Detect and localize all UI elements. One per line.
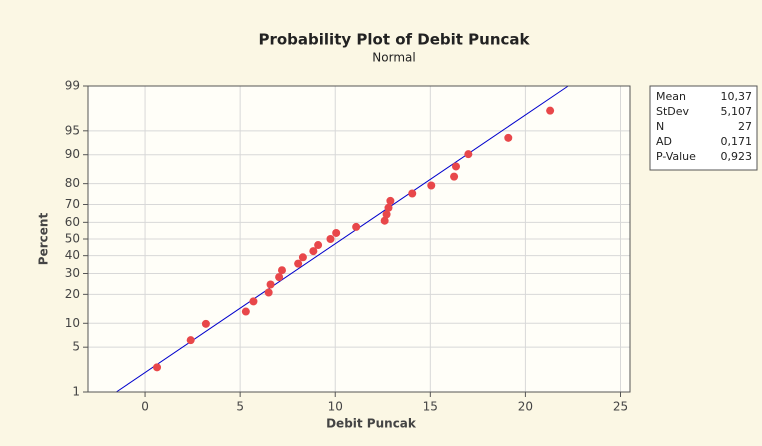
y-tick-label: 30 (65, 266, 80, 280)
stat-value: 0,923 (721, 150, 753, 163)
x-tick-label: 0 (141, 400, 149, 414)
x-tick-label: 20 (518, 400, 533, 414)
data-point (451, 162, 460, 171)
data-point (332, 228, 341, 237)
data-point (352, 222, 361, 231)
y-tick-label: 95 (65, 123, 80, 137)
x-tick-label: 25 (613, 400, 628, 414)
y-tick-label: 99 (65, 79, 80, 93)
data-point (314, 241, 323, 250)
y-axis-label: Percent (37, 213, 51, 266)
data-point (504, 133, 513, 142)
data-point (450, 172, 459, 181)
stat-value: 0,171 (721, 135, 753, 148)
y-tick-label: 80 (65, 176, 80, 190)
data-point (249, 297, 258, 306)
y-tick-label: 5 (72, 340, 80, 354)
data-point (427, 181, 436, 190)
data-point (382, 210, 391, 219)
data-point (241, 307, 250, 316)
stat-name: Mean (656, 90, 686, 103)
data-point (384, 203, 393, 212)
stat-name: StDev (656, 105, 690, 118)
data-point (309, 247, 318, 256)
stat-name: AD (656, 135, 672, 148)
data-point (408, 189, 417, 198)
data-point (294, 259, 303, 268)
data-point (264, 288, 273, 297)
data-point (275, 273, 284, 282)
stat-name: P-Value (656, 150, 696, 163)
x-tick-label: 5 (236, 400, 244, 414)
data-point (380, 216, 389, 225)
stat-value: 10,37 (721, 90, 753, 103)
x-tick-label: 10 (328, 400, 343, 414)
y-tick-label: 90 (65, 147, 80, 161)
data-point (266, 280, 275, 289)
stat-name: N (656, 120, 664, 133)
stats-box (649, 85, 758, 171)
stat-value: 5,107 (721, 105, 753, 118)
y-tick-label: 20 (65, 287, 80, 301)
y-tick-label: 10 (65, 316, 80, 330)
y-tick-label: 40 (65, 248, 80, 262)
x-axis-label: Debit Puncak (326, 417, 417, 431)
chart-title: Probability Plot of Debit Puncak (258, 31, 530, 49)
data-point (326, 235, 335, 243)
data-point (153, 363, 162, 372)
stat-value: 27 (738, 120, 752, 133)
data-point (546, 106, 555, 115)
data-point (298, 253, 307, 262)
y-tick-label: 60 (65, 215, 80, 229)
data-point (464, 150, 473, 159)
data-point (386, 196, 395, 205)
chart-subtitle: Normal (372, 51, 415, 65)
y-tick-label: 50 (65, 232, 80, 246)
data-point (201, 319, 210, 328)
data-point (186, 336, 195, 345)
x-tick-label: 15 (423, 400, 438, 414)
y-tick-label: 1 (72, 385, 80, 399)
y-tick-label: 70 (65, 197, 80, 211)
data-point (277, 266, 286, 275)
